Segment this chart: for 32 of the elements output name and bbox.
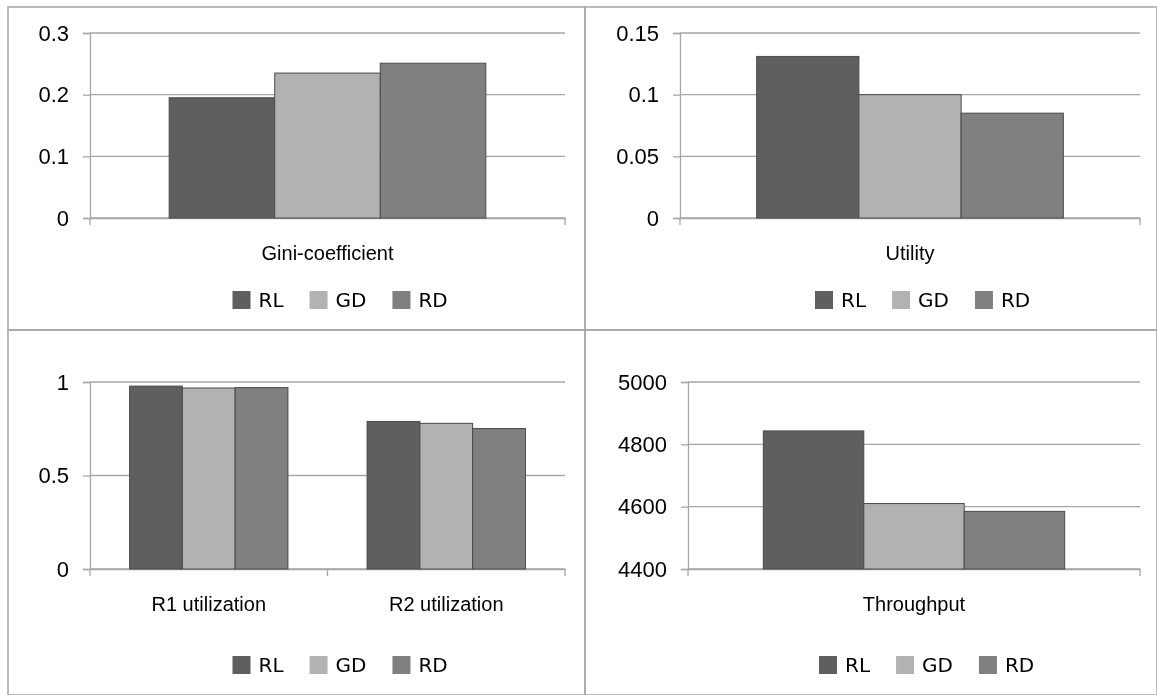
y-tick-label: 0.15 — [616, 20, 659, 46]
x-tick-label: Gini-coefficient — [261, 242, 394, 265]
legend-label: RD — [1004, 653, 1035, 677]
legend-label: RD — [418, 653, 448, 677]
y-tick-label: 5000 — [618, 369, 667, 395]
x-tick-label: R2 utilization — [388, 593, 504, 616]
legend-label: GD — [335, 288, 367, 312]
y-tick-label: 4800 — [618, 431, 667, 457]
legend-label: RD — [418, 288, 448, 312]
y-tick-label: 0 — [646, 205, 659, 231]
y-tick-label: 0.05 — [616, 143, 659, 169]
y-tick-label: 0 — [56, 556, 69, 582]
y-tick-label: 0.2 — [38, 82, 69, 108]
x-tick-label: Throughput — [862, 593, 966, 616]
y-tick-label: 0.1 — [628, 82, 659, 108]
y-tick-label: 0.1 — [38, 143, 69, 169]
legend-label: RL — [845, 653, 871, 677]
legend-label: GD — [922, 653, 953, 677]
x-tick-label: Utility — [885, 242, 935, 265]
y-tick-label: 4400 — [618, 556, 667, 582]
legend-label: RD — [1000, 288, 1031, 312]
y-tick-label: 4600 — [618, 494, 667, 520]
legend-label: GD — [335, 653, 367, 677]
legend-label: GD — [918, 288, 949, 312]
y-tick-label: 1 — [56, 369, 69, 395]
legend-label: RL — [258, 653, 285, 677]
y-tick-label: 0 — [56, 205, 69, 231]
legend-label: RL — [258, 288, 285, 312]
y-tick-label: 0.5 — [38, 463, 69, 489]
y-tick-label: 0.3 — [38, 20, 69, 46]
legend-label: RL — [841, 288, 867, 312]
x-tick-label: R1 utilization — [151, 593, 267, 616]
